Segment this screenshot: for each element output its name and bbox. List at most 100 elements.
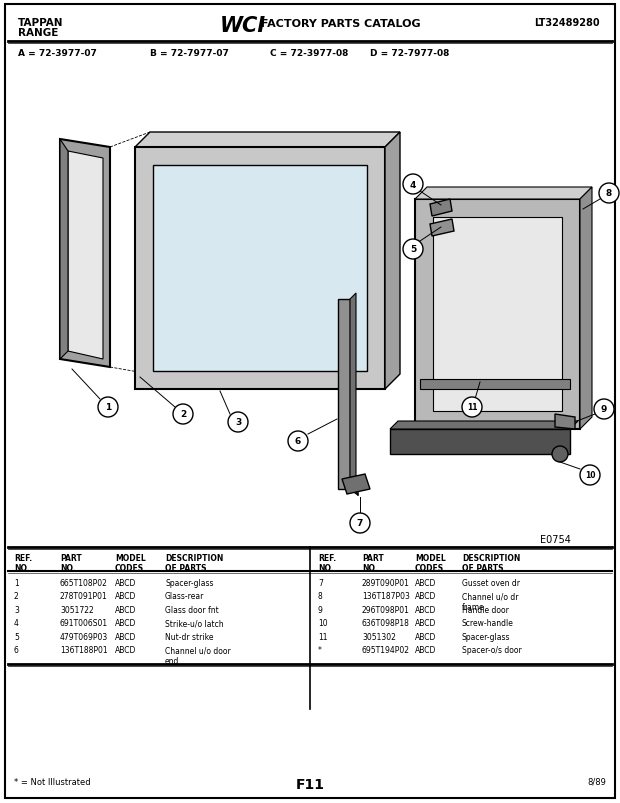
Polygon shape [390, 430, 570, 454]
Text: A = 72-3977-07: A = 72-3977-07 [18, 49, 97, 58]
Polygon shape [135, 148, 385, 389]
Text: ABCD: ABCD [415, 605, 436, 614]
Polygon shape [420, 380, 570, 389]
Text: 136T188P01: 136T188P01 [60, 646, 108, 654]
Text: 3: 3 [235, 418, 241, 427]
Circle shape [228, 413, 248, 433]
Text: 695T194P02: 695T194P02 [362, 646, 410, 654]
Text: Channel u/o door
end: Channel u/o door end [165, 646, 231, 665]
Text: ABCD: ABCD [115, 632, 136, 642]
Text: 691T006S01: 691T006S01 [60, 619, 108, 628]
Circle shape [462, 397, 482, 418]
Polygon shape [338, 300, 350, 489]
Text: PART
NO.: PART NO. [362, 553, 384, 573]
Text: 10: 10 [585, 471, 595, 480]
Text: Spacer-glass: Spacer-glass [165, 578, 213, 587]
Text: 278T091P01: 278T091P01 [60, 592, 108, 601]
Text: ABCD: ABCD [415, 619, 436, 628]
Text: MODEL
CODES: MODEL CODES [415, 553, 446, 573]
Text: 6: 6 [295, 437, 301, 446]
Polygon shape [580, 188, 592, 430]
Text: ABCD: ABCD [115, 646, 136, 654]
Text: ABCD: ABCD [415, 646, 436, 654]
Polygon shape [60, 140, 68, 360]
Text: 3051302: 3051302 [362, 632, 396, 642]
Text: Spacer-o/s door: Spacer-o/s door [462, 646, 522, 654]
Text: Channel u/o dr
frame: Channel u/o dr frame [462, 592, 518, 611]
Text: Spacer-glass: Spacer-glass [462, 632, 510, 642]
Text: ABCD: ABCD [415, 592, 436, 601]
Text: 5: 5 [14, 632, 19, 642]
Text: 7: 7 [357, 519, 363, 528]
Text: F11: F11 [296, 777, 324, 791]
Text: 296T098P01: 296T098P01 [362, 605, 410, 614]
Text: ABCD: ABCD [415, 578, 436, 587]
Text: * = Not Illustrated: * = Not Illustrated [14, 777, 91, 786]
Text: REF.
NO.: REF. NO. [14, 553, 32, 573]
Text: FACTORY PARTS CATALOG: FACTORY PARTS CATALOG [257, 19, 420, 29]
Text: 2: 2 [14, 592, 19, 601]
Text: *: * [318, 646, 322, 654]
Text: Strike-u/o latch: Strike-u/o latch [165, 619, 224, 628]
Text: 636T098P18: 636T098P18 [362, 619, 410, 628]
Text: 3: 3 [14, 605, 19, 614]
Polygon shape [430, 200, 452, 217]
Text: 8: 8 [606, 190, 612, 198]
Text: 10: 10 [318, 619, 327, 628]
Circle shape [98, 397, 118, 418]
Circle shape [599, 184, 619, 204]
Text: 11: 11 [318, 632, 327, 642]
Text: Screw-handle: Screw-handle [462, 619, 514, 628]
Polygon shape [433, 218, 562, 411]
Text: 9: 9 [318, 605, 323, 614]
Text: 479T069P03: 479T069P03 [60, 632, 108, 642]
Text: LT32489280: LT32489280 [534, 18, 600, 28]
Circle shape [173, 405, 193, 425]
Text: 11: 11 [467, 403, 477, 412]
Polygon shape [60, 140, 110, 368]
Text: DESCRIPTION
OF PARTS: DESCRIPTION OF PARTS [165, 553, 223, 573]
Text: TAPPAN: TAPPAN [18, 18, 63, 28]
Text: 2: 2 [180, 410, 186, 419]
Polygon shape [430, 220, 454, 237]
Text: 7: 7 [318, 578, 323, 587]
Circle shape [350, 513, 370, 533]
Text: DESCRIPTION
OF PARTS: DESCRIPTION OF PARTS [462, 553, 520, 573]
Circle shape [552, 446, 568, 463]
Text: 8: 8 [318, 592, 323, 601]
Text: 4: 4 [14, 619, 19, 628]
Polygon shape [385, 132, 400, 389]
Polygon shape [342, 475, 370, 495]
Circle shape [594, 400, 614, 419]
Text: 8/89: 8/89 [587, 777, 606, 786]
Circle shape [403, 175, 423, 195]
Text: 9: 9 [601, 405, 607, 414]
Text: B = 72-7977-07: B = 72-7977-07 [150, 49, 229, 58]
Circle shape [403, 240, 423, 259]
Text: 5: 5 [410, 245, 416, 255]
Text: Handle door: Handle door [462, 605, 509, 614]
Text: PART
NO.: PART NO. [60, 553, 82, 573]
Circle shape [288, 431, 308, 451]
Text: 665T108P02: 665T108P02 [60, 578, 108, 587]
Text: REF.
NO.: REF. NO. [318, 553, 336, 573]
Text: Glass door fnt: Glass door fnt [165, 605, 219, 614]
Polygon shape [390, 422, 578, 430]
Polygon shape [135, 132, 400, 148]
Text: 136T187P03: 136T187P03 [362, 592, 410, 601]
Polygon shape [350, 294, 356, 489]
Text: 1: 1 [14, 578, 19, 587]
Polygon shape [555, 414, 575, 430]
Text: D = 72-7977-08: D = 72-7977-08 [370, 49, 450, 58]
Text: E0754: E0754 [540, 534, 571, 544]
Text: Nut-dr strike: Nut-dr strike [165, 632, 213, 642]
Polygon shape [153, 165, 367, 372]
Text: ABCD: ABCD [115, 605, 136, 614]
Text: Glass-rear: Glass-rear [165, 592, 205, 601]
Text: MODEL
CODES: MODEL CODES [115, 553, 146, 573]
Text: 1: 1 [105, 403, 111, 412]
Polygon shape [415, 200, 580, 430]
Text: 289T090P01: 289T090P01 [362, 578, 410, 587]
Text: ABCD: ABCD [115, 619, 136, 628]
Text: RANGE: RANGE [18, 28, 58, 38]
